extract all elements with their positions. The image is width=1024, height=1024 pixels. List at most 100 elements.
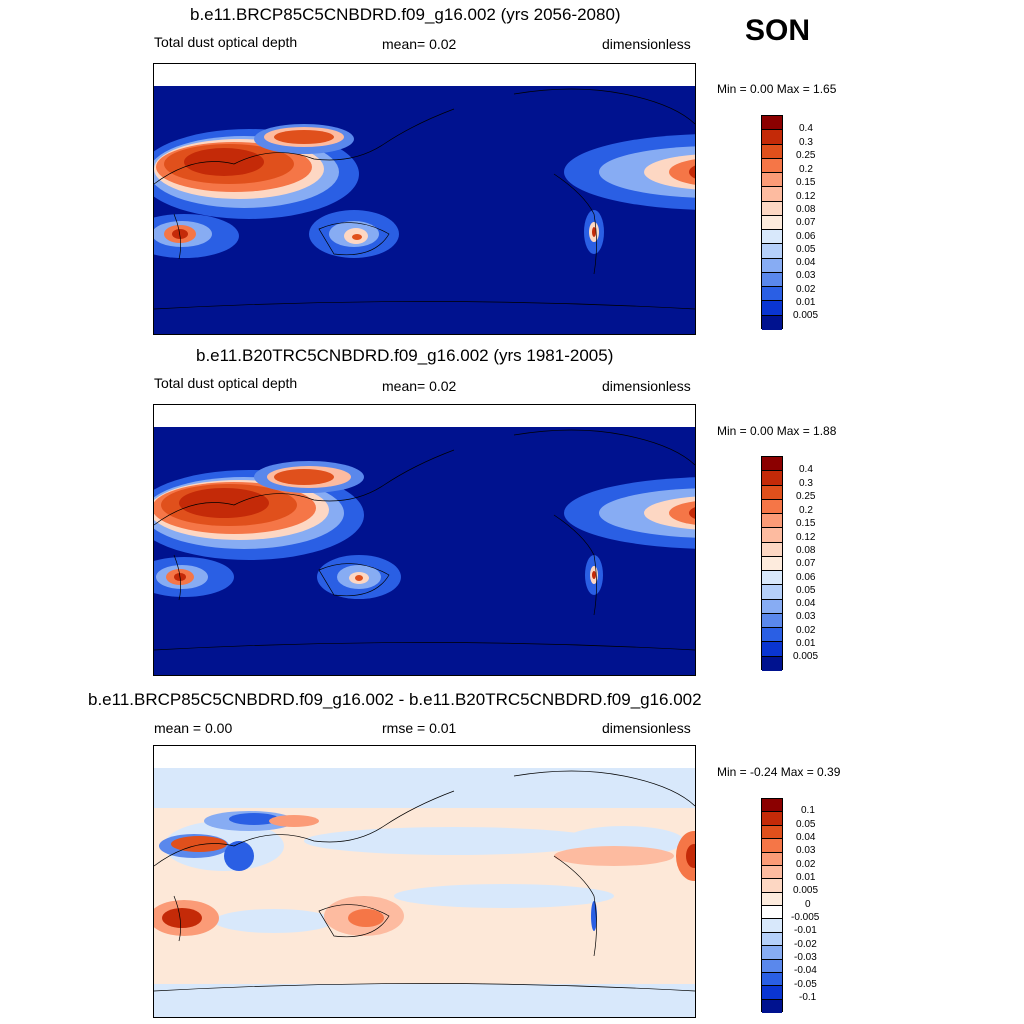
colorbar-box xyxy=(762,528,782,543)
units-label: dimensionless xyxy=(602,378,691,394)
colorbar-label: -0.005 xyxy=(791,912,820,923)
dust-plume-southern-africa xyxy=(154,214,239,258)
colorbar-label: 0.02 xyxy=(796,859,816,870)
colorbar-historical xyxy=(761,456,783,671)
colorbar-box xyxy=(762,865,782,880)
colorbar-label: 0.08 xyxy=(796,204,816,215)
mean-label: mean = 0.00 xyxy=(154,720,233,736)
colorbar-box xyxy=(762,287,782,302)
dust-plume-south-america xyxy=(585,555,603,595)
colorbar-box xyxy=(762,812,782,826)
colorbar-box xyxy=(762,613,782,629)
colorbar-box xyxy=(762,457,782,472)
units-label: dimensionless xyxy=(602,720,691,736)
variable-label: Total dust optical depth xyxy=(154,34,298,50)
colorbar-box xyxy=(762,158,782,174)
colorbar-label: 0.005 xyxy=(793,651,819,662)
units-label: dimensionless xyxy=(602,36,691,52)
colorbar-box xyxy=(762,999,782,1013)
colorbar-box xyxy=(762,230,782,245)
colorbar-box xyxy=(762,499,782,515)
colorbar-label: 0.12 xyxy=(796,191,816,202)
colorbar-label: -0.03 xyxy=(794,952,817,963)
colorbar-label: 0.03 xyxy=(796,611,816,622)
colorbar-box xyxy=(762,946,782,960)
minmax-label: Min = -0.24 Max = 0.39 xyxy=(717,765,841,779)
colorbar-box xyxy=(762,315,782,330)
rmse-label: rmse = 0.01 xyxy=(382,720,457,736)
minmax-label: Min = 0.00 Max = 1.88 xyxy=(717,424,837,438)
colorbar-box xyxy=(762,656,782,671)
colorbar-box xyxy=(762,642,782,657)
diff-australia xyxy=(324,896,404,936)
colorbar-label: -0.1 xyxy=(799,992,817,1003)
panel-title: b.e11.B20TRC5CNBDRD.f09_g16.002 (yrs 198… xyxy=(196,346,614,365)
colorbar-box xyxy=(762,258,782,273)
colorbar-label: 0.3 xyxy=(799,478,813,489)
colorbar-box xyxy=(762,556,782,572)
diff-atlantic xyxy=(554,831,695,881)
colorbar-box xyxy=(762,471,782,486)
colorbar-box xyxy=(762,839,782,853)
colorbar-box xyxy=(762,628,782,643)
colorbar-box xyxy=(762,173,782,188)
colorbar-box xyxy=(762,201,782,216)
map-difference xyxy=(153,745,696,1018)
dust-plume-south-america xyxy=(584,210,604,254)
colorbar-label: 0.07 xyxy=(796,558,816,569)
colorbar-label: -0.05 xyxy=(794,979,817,990)
colorbar-label: -0.01 xyxy=(794,925,817,936)
colorbar-label: 0.01 xyxy=(796,638,816,649)
colorbar-box xyxy=(762,959,782,973)
colorbar-box xyxy=(762,585,782,600)
colorbar-label: 0.4 xyxy=(799,123,813,134)
colorbar-label: 0.3 xyxy=(799,137,813,148)
variable-label: Total dust optical depth xyxy=(154,375,298,391)
colorbar-label: 0 xyxy=(805,899,811,910)
dust-plume-atlantic xyxy=(564,134,695,210)
colorbar-box xyxy=(762,187,782,202)
colorbar-label: 0.2 xyxy=(799,505,813,516)
colorbar-box xyxy=(762,301,782,316)
colorbar-difference xyxy=(761,798,783,1013)
colorbar-label: 0.1 xyxy=(801,805,815,816)
colorbar-box xyxy=(762,932,782,947)
colorbar-label: 0.03 xyxy=(796,270,816,281)
dust-plume-southern-africa xyxy=(154,557,234,597)
mean-label: mean= 0.02 xyxy=(382,378,457,394)
colorbar-box xyxy=(762,852,782,866)
colorbar-box xyxy=(762,116,782,131)
colorbar-box xyxy=(762,571,782,586)
map-historical xyxy=(153,404,696,676)
colorbar-label: 0.4 xyxy=(799,464,813,475)
colorbar-label: 0.04 xyxy=(796,257,816,268)
colorbar-label: 0.06 xyxy=(796,231,816,242)
colorbar-box xyxy=(762,215,782,231)
panel-title: b.e11.BRCP85C5CNBDRD.f09_g16.002 - b.e11… xyxy=(88,690,702,709)
colorbar-label: 0.05 xyxy=(796,244,816,255)
colorbar-label: 0.05 xyxy=(796,585,816,596)
colorbar-box xyxy=(762,799,782,813)
colorbar-label: 0.07 xyxy=(796,217,816,228)
mean-label: mean= 0.02 xyxy=(382,36,457,52)
colorbar-box xyxy=(762,144,782,159)
colorbar-label: 0.05 xyxy=(796,819,816,830)
colorbar-box xyxy=(762,892,782,906)
coastlines xyxy=(154,770,695,992)
colorbar-box xyxy=(762,542,782,557)
colorbar-label: 0.2 xyxy=(799,164,813,175)
colorbar-label: 0.12 xyxy=(796,532,816,543)
colorbar-box xyxy=(762,986,782,1000)
colorbar-box xyxy=(762,272,782,288)
colorbar-box xyxy=(762,485,782,500)
colorbar-box xyxy=(762,972,782,987)
colorbar-box xyxy=(762,825,782,840)
panel-title: b.e11.BRCP85C5CNBDRD.f09_g16.002 (yrs 20… xyxy=(190,5,621,24)
colorbar-label: 0.15 xyxy=(796,177,816,188)
colorbar-box xyxy=(762,599,782,614)
colorbar-future xyxy=(761,115,783,330)
minmax-label: Min = 0.00 Max = 1.65 xyxy=(717,82,837,96)
map-future xyxy=(153,63,696,335)
colorbar-box xyxy=(762,244,782,259)
colorbar-label: 0.08 xyxy=(796,545,816,556)
